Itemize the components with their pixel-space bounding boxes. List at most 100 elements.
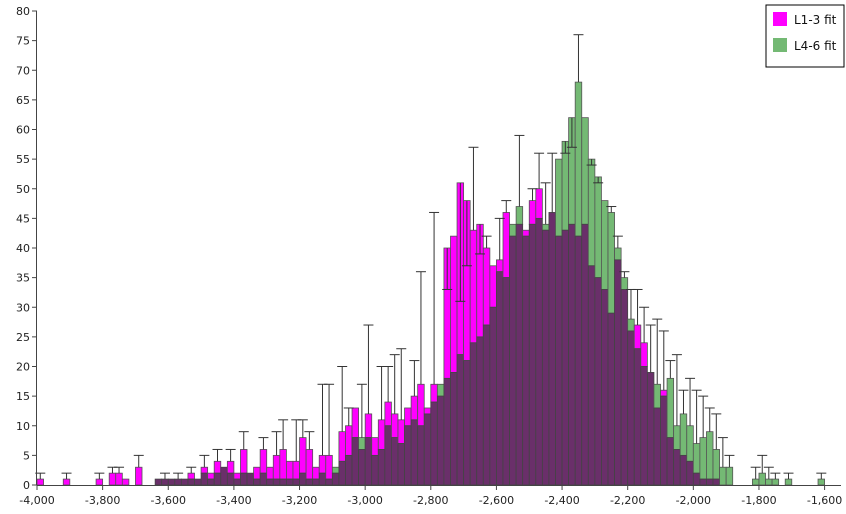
bar-l13 xyxy=(351,407,360,439)
bar-l13 xyxy=(115,472,123,486)
bar-overlap xyxy=(180,478,189,486)
bar-l46 xyxy=(581,117,589,225)
bar-l13 xyxy=(522,229,530,237)
y-tick-label: 35 xyxy=(16,272,30,285)
bar-overlap xyxy=(443,377,451,486)
bar-overlap xyxy=(456,354,465,486)
bar-overlap xyxy=(404,425,412,486)
bar-overlap xyxy=(358,449,366,486)
bar-l46 xyxy=(509,223,517,237)
x-tick-label: -2,800 xyxy=(413,494,448,507)
x-tick-label: -2,600 xyxy=(479,494,514,507)
bar-l13 xyxy=(345,425,353,456)
bar-overlap xyxy=(607,312,615,486)
bar-overlap xyxy=(410,419,419,486)
bar-l13 xyxy=(187,472,195,480)
bar-l46 xyxy=(541,223,550,231)
bar-overlap xyxy=(384,425,392,486)
bar-l46 xyxy=(594,176,602,279)
bar-l46 xyxy=(561,140,570,231)
y-tick-label: 30 xyxy=(16,301,30,314)
bar-l13 xyxy=(377,419,386,450)
bar-l46 xyxy=(725,466,734,486)
bar-l13 xyxy=(391,413,399,438)
bar-overlap xyxy=(581,223,589,486)
bar-overlap xyxy=(482,324,491,486)
bars-layer xyxy=(36,81,825,486)
bar-overlap xyxy=(574,235,583,486)
x-tick-label: -2,000 xyxy=(676,494,711,507)
bar-l13 xyxy=(279,449,287,480)
bar-l13 xyxy=(226,460,235,474)
bar-l13 xyxy=(417,383,425,427)
bar-overlap xyxy=(496,271,504,486)
y-tick-label: 55 xyxy=(16,153,30,166)
y-tick-label: 5 xyxy=(23,449,30,462)
bar-l46 xyxy=(614,247,622,261)
bar-l46 xyxy=(620,277,629,290)
bar-l13 xyxy=(299,437,307,474)
bar-overlap xyxy=(279,478,287,486)
bar-overlap xyxy=(686,460,694,486)
bar-l13 xyxy=(266,466,274,480)
bar-l13 xyxy=(469,229,478,344)
bar-l13 xyxy=(312,466,320,480)
bar-overlap xyxy=(154,478,163,486)
bar-l13 xyxy=(135,466,143,486)
bar-overlap xyxy=(679,454,688,486)
bar-overlap xyxy=(226,472,235,486)
y-tick-label: 10 xyxy=(16,420,30,433)
bar-overlap xyxy=(450,372,458,486)
bar-overlap xyxy=(240,472,248,486)
bar-l13 xyxy=(305,449,314,480)
bar-l13 xyxy=(292,460,300,480)
bar-overlap xyxy=(699,478,707,486)
bar-overlap xyxy=(561,229,570,486)
bar-overlap xyxy=(253,478,261,486)
bar-l46 xyxy=(784,478,793,486)
y-tick-label: 45 xyxy=(16,212,30,225)
bar-l46 xyxy=(555,158,563,237)
x-tick-label: -4,000 xyxy=(19,494,54,507)
bar-overlap xyxy=(377,449,386,486)
bar-overlap xyxy=(167,478,176,486)
bar-overlap xyxy=(436,395,445,486)
bar-l46 xyxy=(758,472,766,486)
bar-l46 xyxy=(627,318,635,332)
bar-overlap xyxy=(364,437,373,486)
bar-l13 xyxy=(528,200,537,225)
bar-overlap xyxy=(233,478,241,486)
bar-l13 xyxy=(95,478,104,486)
ticks-layer: 0 5 10 15 20 25 30 35 40 45 50 55 60 65 70 75 80 -4,000 -3… xyxy=(16,5,842,507)
bar-overlap xyxy=(660,395,668,486)
bar-l13 xyxy=(213,460,222,474)
bar-l46 xyxy=(712,449,720,480)
bar-l46 xyxy=(706,431,714,480)
bar-overlap xyxy=(207,478,215,486)
bar-overlap xyxy=(351,437,360,486)
bar-l46 xyxy=(515,206,524,225)
y-tick-label: 40 xyxy=(16,242,30,255)
bar-l13 xyxy=(482,247,491,326)
x-tick-label: -3,400 xyxy=(216,494,251,507)
y-tick-label: 20 xyxy=(16,361,30,374)
error-bars-layer xyxy=(35,34,827,480)
bar-l13 xyxy=(259,449,268,474)
bar-l46 xyxy=(679,413,688,456)
bar-overlap xyxy=(423,413,432,486)
bar-l46 xyxy=(587,158,596,267)
y-tick-label: 50 xyxy=(16,183,30,196)
bar-overlap xyxy=(640,366,648,486)
bar-overlap xyxy=(338,460,346,486)
bar-overlap xyxy=(397,443,405,486)
bar-l13 xyxy=(404,407,412,427)
bar-l13 xyxy=(207,472,215,480)
bar-l13 xyxy=(286,460,294,480)
bar-overlap xyxy=(292,478,300,486)
x-tick-label: -3,600 xyxy=(151,494,186,507)
bar-overlap xyxy=(220,466,228,486)
bar-overlap xyxy=(272,478,281,486)
bar-l13 xyxy=(200,466,209,474)
bar-overlap xyxy=(509,235,517,486)
bar-overlap xyxy=(469,342,478,486)
